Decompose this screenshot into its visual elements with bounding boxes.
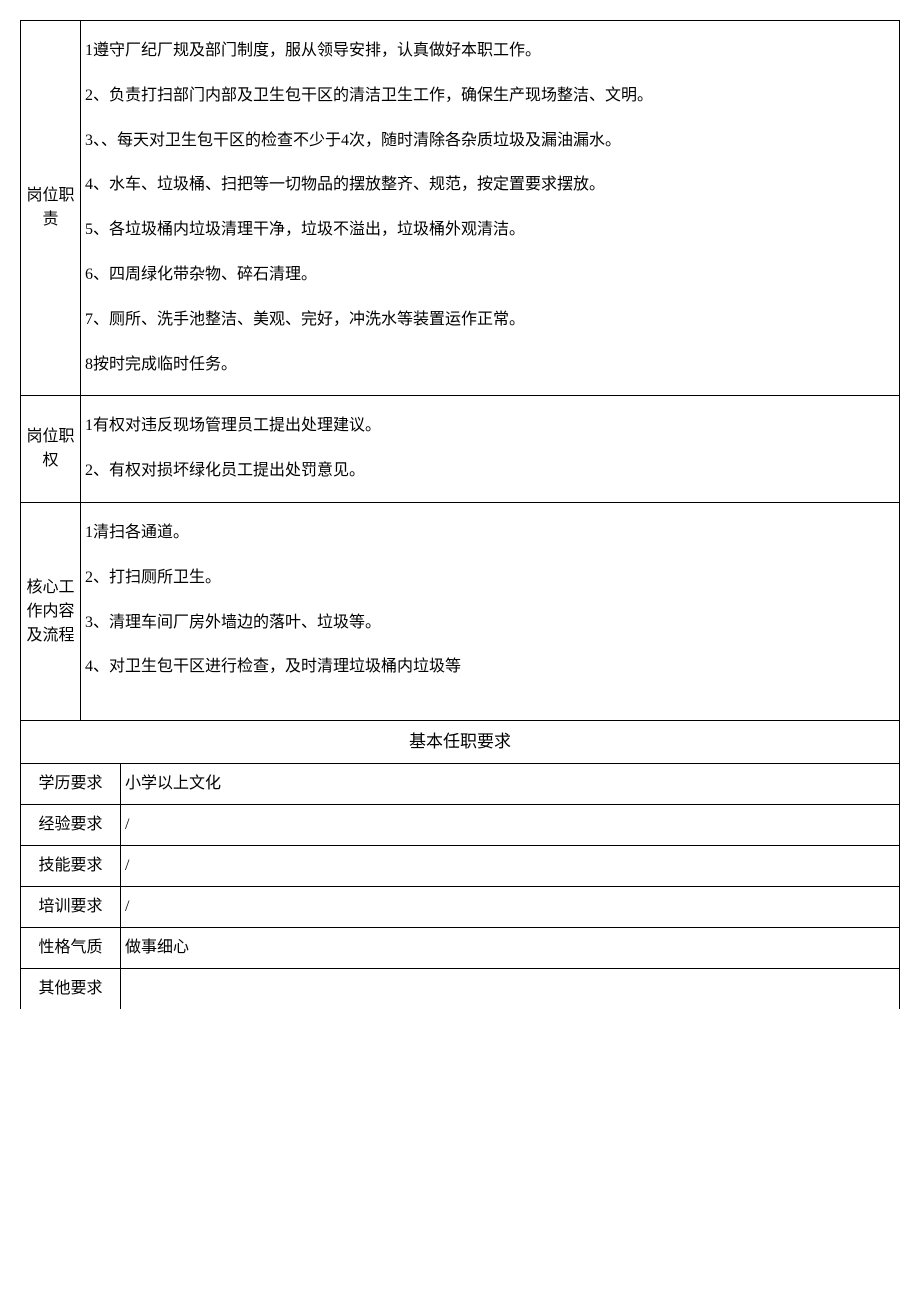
core-work-label: 核心工作内容及流程 [21,502,81,720]
authority-item-1: 1有权对违反现场管理员工提出处理建议。 [85,404,895,449]
duties-item-5: 5、各垃圾桶内垃圾清理干净，垃圾不溢出，垃圾桶外观清洁。 [85,208,895,253]
skills-row: 技能要求 / [21,845,900,886]
core-work-item-4: 4、对卫生包干区进行检查，及时清理垃圾桶内垃圾等 [85,645,895,690]
requirements-header: 基本任职要求 [21,721,900,764]
core-work-content: 1清扫各通道。 2、打扫厕所卫生。 3、清理车间厂房外墙边的落叶、垃圾等。 4、… [81,502,900,720]
other-row: 其他要求 [21,968,900,1009]
duties-item-4: 4、水车、垃圾桶、扫把等一切物品的摆放整齐、规范，按定置要求摆放。 [85,163,895,208]
authority-item-2: 2、有权对损坏绿化员工提出处罚意见。 [85,449,895,494]
duties-item-2: 2、负责打扫部门内部及卫生包干区的清洁卫生工作，确保生产现场整洁、文明。 [85,74,895,119]
duties-item-7: 7、厕所、洗手池整洁、美观、完好，冲洗水等装置运作正常。 [85,298,895,343]
other-value [121,968,900,1009]
job-description-table: 岗位职责 1遵守厂纪厂规及部门制度，服从领导安排，认真做好本职工作。 2、负责打… [20,20,900,1009]
training-row: 培训要求 / [21,886,900,927]
duties-item-8: 8按时完成临时任务。 [85,343,895,388]
experience-row: 经验要求 / [21,804,900,845]
duties-item-6: 6、四周绿化带杂物、碎石清理。 [85,253,895,298]
authority-content: 1有权对违反现场管理员工提出处理建议。 2、有权对损坏绿化员工提出处罚意见。 [81,396,900,503]
requirements-header-row: 基本任职要求 [21,721,900,764]
training-value: / [121,886,900,927]
core-work-row: 核心工作内容及流程 1清扫各通道。 2、打扫厕所卫生。 3、清理车间厂房外墙边的… [21,502,900,720]
other-label: 其他要求 [21,968,121,1009]
training-label: 培训要求 [21,886,121,927]
core-work-item-2: 2、打扫厕所卫生。 [85,556,895,601]
duties-row: 岗位职责 1遵守厂纪厂规及部门制度，服从领导安排，认真做好本职工作。 2、负责打… [21,21,900,396]
experience-value: / [121,804,900,845]
duties-item-3: 3、、每天对卫生包干区的检查不少于4次，随时清除各杂质垃圾及漏油漏水。 [85,119,895,164]
core-work-item-1: 1清扫各通道。 [85,511,895,556]
duties-content: 1遵守厂纪厂规及部门制度，服从领导安排，认真做好本职工作。 2、负责打扫部门内部… [81,21,900,396]
skills-label: 技能要求 [21,845,121,886]
education-row: 学历要求 小学以上文化 [21,763,900,804]
education-label: 学历要求 [21,763,121,804]
education-value: 小学以上文化 [121,763,900,804]
skills-value: / [121,845,900,886]
authority-row: 岗位职权 1有权对违反现场管理员工提出处理建议。 2、有权对损坏绿化员工提出处罚… [21,396,900,503]
experience-label: 经验要求 [21,804,121,845]
personality-row: 性格气质 做事细心 [21,927,900,968]
personality-label: 性格气质 [21,927,121,968]
core-work-item-3: 3、清理车间厂房外墙边的落叶、垃圾等。 [85,601,895,646]
duties-label: 岗位职责 [21,21,81,396]
personality-value: 做事细心 [121,927,900,968]
authority-label: 岗位职权 [21,396,81,503]
duties-item-1: 1遵守厂纪厂规及部门制度，服从领导安排，认真做好本职工作。 [85,29,895,74]
